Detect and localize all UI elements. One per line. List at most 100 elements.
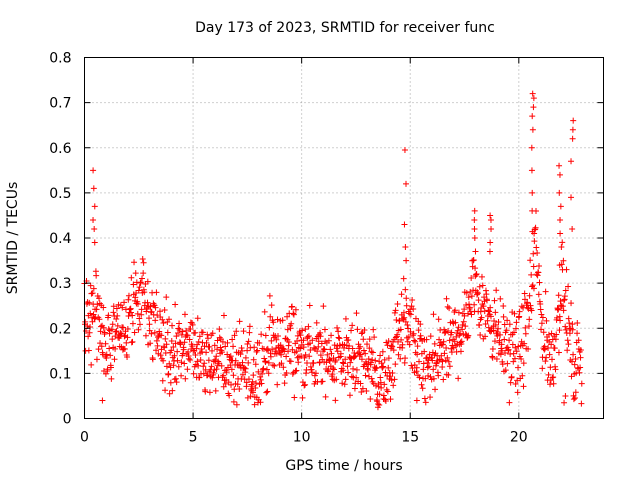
data-point — [530, 263, 537, 270]
data-point — [96, 295, 103, 302]
data-point — [538, 326, 545, 333]
data-point — [342, 376, 349, 383]
data-point — [345, 369, 352, 376]
data-point — [524, 299, 531, 306]
data-point — [217, 344, 224, 351]
data-point — [292, 368, 299, 375]
data-point — [283, 370, 290, 377]
data-point — [546, 351, 553, 358]
data-point — [417, 321, 424, 328]
data-point — [539, 365, 546, 372]
data-point — [400, 309, 407, 316]
data-point — [258, 331, 265, 338]
data-point — [509, 341, 516, 348]
data-point — [162, 335, 169, 342]
data-point — [91, 225, 98, 232]
data-point — [381, 356, 388, 363]
data-point — [86, 329, 93, 336]
data-point — [271, 362, 278, 369]
data-point — [426, 351, 433, 358]
data-point — [337, 350, 344, 357]
data-point — [309, 337, 316, 344]
data-point — [482, 333, 489, 340]
data-point — [364, 365, 371, 372]
data-point — [478, 273, 485, 280]
data-point — [519, 372, 526, 379]
data-point — [151, 329, 158, 336]
data-point — [108, 375, 115, 382]
data-point — [414, 343, 421, 350]
data-point — [90, 216, 97, 223]
data-point — [172, 301, 179, 308]
data-point — [366, 336, 373, 343]
data-point — [520, 383, 527, 390]
data-point — [318, 340, 325, 347]
data-point — [489, 354, 496, 361]
data-point — [305, 323, 312, 330]
data-point — [157, 352, 164, 359]
x-axis-label: GPS time / hours — [285, 458, 402, 474]
data-point — [455, 324, 462, 331]
data-point — [347, 359, 354, 366]
data-point — [568, 358, 575, 365]
axis-ticks — [84, 57, 604, 419]
data-point — [350, 365, 357, 372]
data-point — [88, 290, 95, 297]
data-point — [250, 356, 257, 363]
data-point — [406, 341, 413, 348]
data-point — [512, 325, 519, 332]
data-point — [540, 329, 547, 336]
data-point — [278, 351, 285, 358]
data-point — [533, 244, 540, 251]
data-point — [208, 363, 215, 370]
data-point — [565, 341, 572, 348]
data-point — [284, 326, 291, 333]
data-point — [492, 309, 499, 316]
data-point — [206, 343, 213, 350]
data-point — [388, 377, 395, 384]
data-point — [578, 400, 585, 407]
data-point — [486, 248, 493, 255]
data-point — [401, 314, 408, 321]
data-point — [550, 374, 557, 381]
data-point — [476, 322, 483, 329]
data-point — [569, 135, 576, 142]
data-point — [261, 355, 268, 362]
data-point — [232, 357, 239, 364]
data-point — [129, 338, 136, 345]
data-point — [396, 317, 403, 324]
data-point — [389, 369, 396, 376]
data-point — [243, 379, 250, 386]
data-point — [435, 372, 442, 379]
data-point — [293, 367, 300, 374]
data-point — [518, 303, 525, 310]
data-point — [424, 364, 431, 371]
data-point — [82, 318, 89, 325]
data-point — [527, 257, 534, 264]
data-point — [270, 319, 277, 326]
data-point — [204, 335, 211, 342]
data-point — [254, 347, 261, 354]
data-point — [349, 322, 356, 329]
data-point — [376, 401, 383, 408]
data-point — [219, 349, 226, 356]
data-point — [457, 339, 464, 346]
data-point — [302, 326, 309, 333]
data-point — [142, 332, 149, 339]
data-point — [358, 330, 365, 337]
data-point — [97, 323, 104, 330]
data-point — [278, 360, 285, 367]
data-point — [266, 292, 273, 299]
data-point — [169, 322, 176, 329]
data-point — [153, 289, 160, 296]
data-point — [204, 372, 211, 379]
data-point — [230, 398, 237, 405]
data-point — [555, 292, 562, 299]
data-point — [458, 338, 465, 345]
data-point — [380, 363, 387, 370]
data-point — [443, 345, 450, 352]
data-point — [93, 306, 100, 313]
data-point — [222, 343, 229, 350]
y-tick-label: 0.1 — [49, 366, 71, 382]
data-point — [306, 302, 313, 309]
